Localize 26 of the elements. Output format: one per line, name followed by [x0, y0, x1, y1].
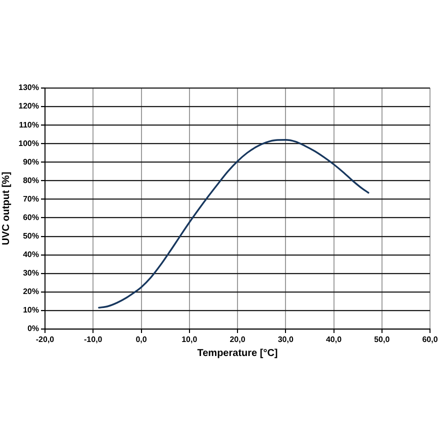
y-tick-label: 50%	[22, 232, 39, 241]
y-tick-label: 70%	[22, 194, 39, 204]
x-tick-label: 10,0	[182, 335, 198, 344]
x-tick-label: 0,0	[136, 335, 148, 344]
x-tick-label: 40,0	[326, 335, 342, 344]
x-axis-title: Temperature [°C]	[197, 348, 278, 359]
y-axis-title: UVC output [%]	[0, 172, 12, 246]
x-tick-label: 20,0	[230, 335, 246, 344]
y-tick-label: 100%	[18, 138, 39, 148]
y-tick-label: 0%	[27, 324, 39, 334]
y-tick-label: 60%	[22, 212, 39, 222]
x-tick-label: -10,0	[84, 335, 103, 344]
x-tick-label: 50,0	[374, 335, 390, 344]
y-tick-label: 10%	[22, 306, 39, 315]
x-tick-label: 30,0	[278, 335, 294, 344]
x-tick-label: 60,0	[422, 335, 438, 344]
y-tick-label: 80%	[22, 176, 39, 185]
y-tick-label: 40%	[22, 250, 39, 260]
line-series	[98, 139, 370, 309]
y-tick-label: 130%	[18, 83, 39, 92]
x-tick-label: -20,0	[36, 335, 55, 344]
y-tick-label: 110%	[18, 120, 39, 130]
y-tick-label: 30%	[22, 268, 39, 278]
y-tick-label: 120%	[18, 102, 39, 111]
y-tick-label: 20%	[22, 287, 39, 296]
y-tick-label: 90%	[22, 157, 39, 166]
